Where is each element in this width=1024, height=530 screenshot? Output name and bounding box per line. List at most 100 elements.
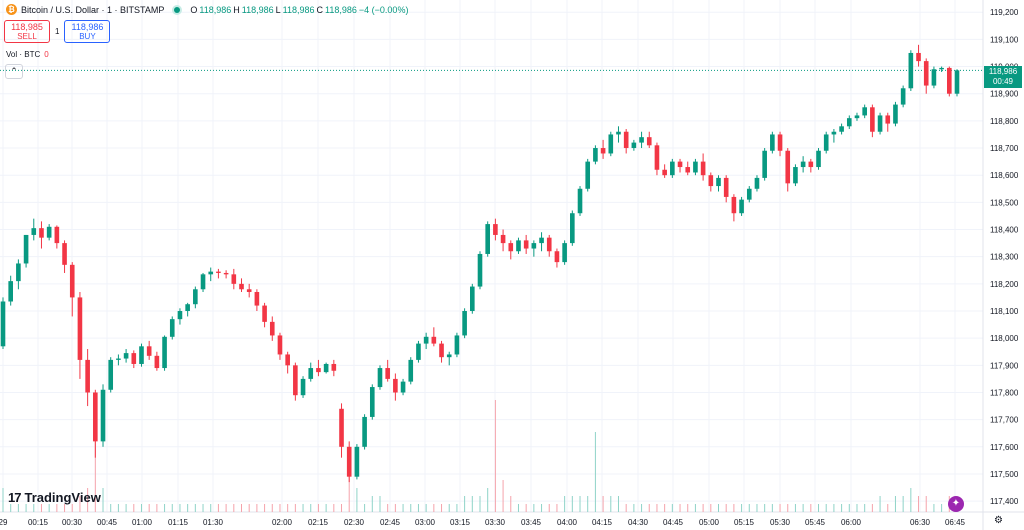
y-tick-label: 119,200	[990, 8, 1019, 17]
volume-bar	[225, 504, 227, 512]
settings-gear-icon[interactable]: ⚙	[994, 515, 1003, 526]
volume-bar	[287, 504, 289, 512]
volume-bar	[848, 504, 850, 512]
candle	[316, 368, 321, 373]
candle	[223, 272, 229, 275]
volume-bar	[641, 504, 643, 512]
candle	[354, 446, 360, 477]
volume-bar	[356, 488, 358, 512]
volume-bar	[140, 504, 142, 512]
candle	[939, 67, 944, 70]
candle	[285, 354, 290, 366]
x-tick-label: 03:45	[521, 518, 542, 527]
volume-bar	[871, 504, 873, 512]
volume-bar	[279, 504, 281, 512]
candle	[493, 224, 498, 235]
candle	[508, 243, 514, 252]
volume-bar	[902, 496, 904, 512]
x-tick-label: 04:30	[628, 518, 649, 527]
candle	[185, 304, 190, 312]
collapse-legend-button[interactable]: ⌃	[5, 64, 23, 79]
x-tick-label: 05:15	[734, 518, 755, 527]
candle	[562, 243, 567, 263]
candle	[385, 368, 390, 379]
candle	[846, 118, 852, 127]
candle	[870, 107, 875, 132]
candle	[616, 131, 621, 135]
candle	[685, 167, 691, 173]
candle	[885, 115, 891, 124]
volume-bar	[87, 488, 89, 512]
candle	[546, 237, 552, 252]
candle	[139, 346, 144, 364]
buy-button[interactable]: 118,986 BUY	[64, 20, 111, 43]
volume-bar	[264, 504, 266, 512]
candle	[239, 283, 244, 290]
x-tick-label: 06:30	[910, 518, 931, 527]
candle	[700, 161, 706, 176]
volume-bar	[487, 488, 489, 512]
volume-bar	[433, 504, 435, 512]
candle	[423, 336, 429, 344]
candle	[777, 134, 783, 151]
volume-bar	[10, 504, 12, 512]
candle	[177, 311, 183, 320]
candle	[208, 271, 214, 275]
sell-button[interactable]: 118,985 SELL	[4, 20, 50, 43]
candle	[200, 274, 206, 290]
volume-bar	[671, 504, 673, 512]
volume-bar	[256, 504, 258, 512]
volume-bar	[787, 504, 789, 512]
volume-bar	[879, 496, 881, 512]
volume-bar	[471, 496, 473, 512]
symbol-title[interactable]: Bitcoin / U.S. Dollar · 1 · BITSTAMP	[21, 4, 165, 15]
candle	[754, 177, 760, 189]
candle	[516, 240, 521, 252]
candle	[339, 408, 344, 447]
volume-bar	[925, 496, 927, 512]
volume-value: 0	[44, 50, 49, 59]
candle	[893, 104, 898, 124]
x-tick-label: 01:00	[132, 518, 153, 527]
x-tick-label: 02:00	[272, 518, 293, 527]
volume-bar	[425, 504, 427, 512]
candle	[23, 234, 29, 264]
candle	[823, 134, 829, 151]
candle	[39, 228, 44, 238]
candle	[454, 335, 460, 355]
x-tick-label: 05:30	[770, 518, 791, 527]
candle	[585, 161, 591, 189]
candle	[593, 148, 598, 162]
volume-bar	[117, 504, 119, 512]
candle	[231, 274, 237, 284]
candle	[531, 243, 537, 249]
candle	[785, 150, 791, 184]
candle	[877, 115, 883, 132]
sparkle-icon[interactable]: ✦	[948, 496, 964, 512]
volume-bar	[271, 504, 273, 512]
y-tick-label: 118,400	[990, 226, 1019, 235]
brand-name: TradingView	[24, 490, 101, 505]
volume-label: Vol · BTC	[6, 50, 41, 59]
y-tick-label: 117,400	[990, 497, 1019, 506]
candle	[693, 161, 698, 173]
volume-bar	[833, 504, 835, 512]
volume-bar	[564, 496, 566, 512]
y-tick-label: 118,800	[990, 117, 1019, 126]
volume-bar	[241, 504, 242, 512]
candle	[608, 134, 614, 154]
x-tick-label: 01:30	[203, 518, 224, 527]
volume-bar	[156, 504, 158, 512]
candle	[331, 363, 337, 371]
candle	[469, 286, 475, 312]
volume-bar	[779, 504, 781, 512]
candle	[923, 61, 929, 86]
y-tick-label: 118,100	[990, 307, 1019, 316]
volume-bar	[64, 504, 66, 512]
candle	[16, 263, 21, 282]
candle	[108, 359, 114, 390]
tradingview-logo[interactable]: 17 TradingView	[8, 490, 101, 505]
volume-bar	[525, 504, 527, 512]
candle	[54, 226, 60, 244]
